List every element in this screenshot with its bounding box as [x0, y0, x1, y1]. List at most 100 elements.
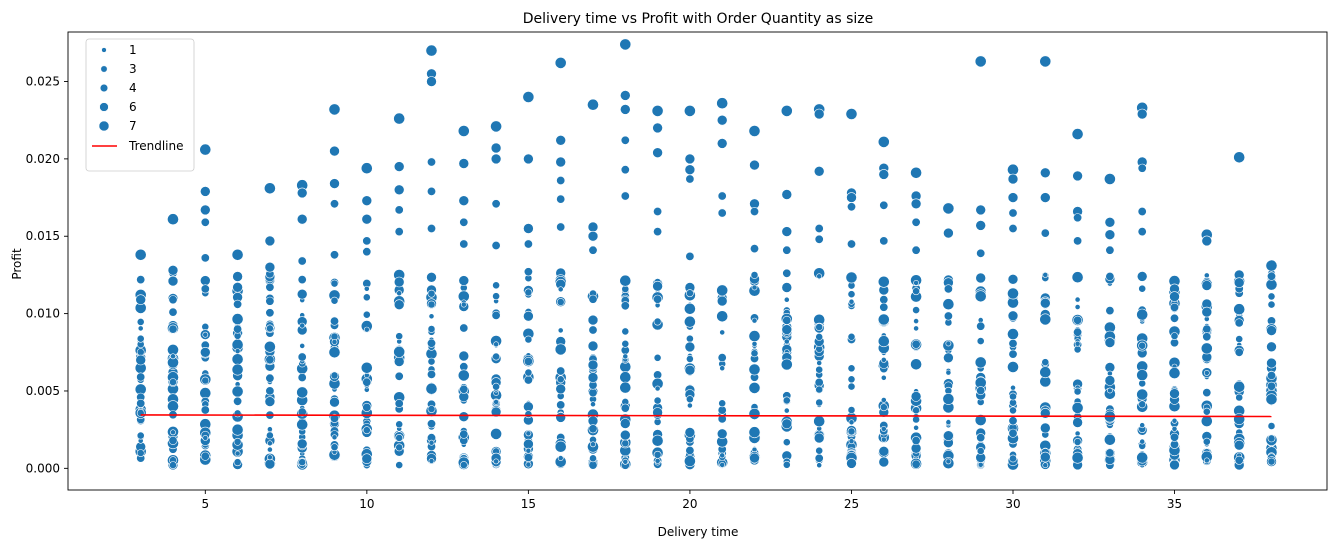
- data-point: [846, 239, 856, 249]
- data-point: [297, 372, 307, 382]
- data-point: [1139, 422, 1146, 429]
- data-point: [748, 381, 761, 394]
- data-point: [169, 461, 177, 469]
- data-point: [231, 248, 244, 261]
- data-point: [619, 381, 632, 394]
- data-point: [848, 298, 855, 305]
- data-point: [266, 454, 273, 461]
- data-point: [524, 410, 533, 419]
- data-point: [1040, 167, 1051, 179]
- data-point: [1041, 358, 1050, 367]
- data-point: [426, 76, 437, 87]
- data-point: [265, 282, 275, 292]
- data-point: [329, 199, 339, 209]
- data-point: [910, 198, 922, 210]
- data-point: [877, 135, 890, 148]
- data-point: [135, 294, 146, 306]
- data-point: [329, 396, 340, 408]
- data-point: [653, 294, 663, 304]
- data-point: [976, 248, 986, 258]
- data-point: [1267, 292, 1276, 301]
- data-point: [1007, 273, 1019, 285]
- data-point: [619, 274, 632, 287]
- x-tick-label: 30: [1005, 497, 1020, 511]
- data-point: [1071, 451, 1084, 464]
- data-point: [1073, 213, 1083, 223]
- data-point: [717, 208, 727, 218]
- data-point: [1007, 163, 1019, 176]
- data-point: [425, 382, 438, 395]
- data-point: [813, 166, 825, 177]
- data-point: [1267, 271, 1277, 281]
- data-point: [1009, 454, 1017, 463]
- data-point: [912, 406, 920, 415]
- data-point: [329, 316, 339, 326]
- data-point: [1073, 327, 1083, 337]
- data-point: [296, 386, 309, 399]
- data-point: [1138, 284, 1147, 293]
- data-point: [1010, 384, 1016, 391]
- data-point: [684, 315, 696, 328]
- data-point: [1008, 349, 1018, 359]
- data-point: [136, 449, 145, 457]
- data-point: [814, 453, 824, 463]
- data-point: [393, 276, 405, 288]
- data-point: [428, 458, 435, 464]
- data-point: [976, 447, 985, 455]
- data-point: [653, 227, 663, 237]
- data-point: [877, 313, 890, 326]
- data-point: [1039, 366, 1052, 379]
- data-point: [1105, 306, 1115, 316]
- data-point: [974, 356, 987, 369]
- legend-size-label: 1: [129, 43, 137, 57]
- data-point: [460, 301, 467, 308]
- data-point: [200, 451, 210, 461]
- data-point: [296, 213, 308, 225]
- data-point: [136, 348, 145, 356]
- data-point: [168, 435, 178, 445]
- data-point: [459, 239, 469, 249]
- data-point: [1105, 448, 1115, 458]
- data-point: [524, 288, 533, 297]
- data-point: [1203, 457, 1210, 464]
- data-point: [362, 402, 372, 412]
- data-point: [912, 415, 920, 424]
- data-point: [231, 423, 244, 436]
- data-point: [427, 289, 436, 298]
- y-tick-label: 0.020: [26, 152, 60, 166]
- data-point: [555, 412, 567, 423]
- data-point: [394, 398, 404, 408]
- data-point: [1233, 380, 1246, 393]
- data-point: [169, 378, 177, 386]
- data-point: [1074, 430, 1081, 437]
- data-point: [330, 279, 339, 288]
- data-point: [1074, 296, 1081, 303]
- data-point: [426, 338, 436, 348]
- data-point: [749, 159, 760, 171]
- data-point: [781, 282, 793, 293]
- y-tick-label: 0.015: [26, 229, 60, 243]
- legend-size-label: 3: [129, 62, 137, 76]
- data-point: [136, 334, 145, 343]
- data-point: [297, 256, 307, 266]
- data-point: [847, 427, 856, 436]
- data-point: [1233, 303, 1246, 316]
- data-point: [1073, 387, 1082, 396]
- data-point: [748, 330, 761, 342]
- y-tick-label: 0.005: [26, 384, 60, 398]
- data-point: [1170, 302, 1180, 312]
- data-point: [813, 432, 825, 444]
- data-point: [911, 339, 921, 349]
- data-point: [1138, 400, 1147, 409]
- data-point: [1007, 361, 1019, 373]
- data-point: [877, 335, 890, 348]
- data-point: [394, 371, 404, 381]
- data-point: [878, 456, 890, 468]
- data-point: [136, 317, 145, 326]
- data-point: [620, 135, 630, 145]
- data-point: [716, 138, 728, 149]
- data-point: [490, 153, 502, 165]
- data-point: [719, 365, 726, 372]
- data-point: [589, 454, 597, 463]
